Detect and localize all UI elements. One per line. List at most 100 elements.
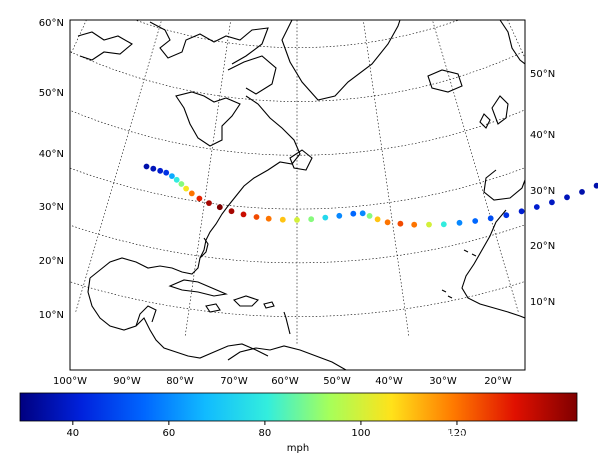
track-point-14 [253, 214, 260, 220]
colorbar-tick-label-80: 80 [259, 428, 272, 439]
coastline-greenland [281, 20, 401, 101]
track-point-37 [564, 194, 570, 201]
meridian-0 [548, 0, 598, 72]
coastline-south-america [227, 345, 347, 370]
coastline-iberia [483, 169, 525, 201]
track-point-21 [350, 210, 357, 217]
lat-label-60n-left: 60°N [39, 18, 64, 29]
lat-label-10n-left: 10°N [39, 310, 64, 321]
coastline-cuba [168, 279, 228, 297]
lat-label-10n-right: 10°N [530, 297, 555, 308]
colorbar-tick-label-40: 40 [66, 428, 79, 439]
track-point-19 [322, 214, 329, 221]
track-point-31 [472, 218, 479, 224]
track-point-9 [196, 195, 203, 202]
lon-label-100w: 100°W [53, 376, 87, 387]
coastline-arctic-islands [149, 21, 269, 65]
track-point-29 [440, 221, 447, 228]
coastline-gulf-coast [89, 257, 201, 279]
coastline-british-isles [479, 95, 509, 129]
track-point-18 [308, 216, 315, 223]
colorbar-gradient [19, 392, 578, 422]
track-point-0 [143, 163, 150, 170]
lat-label-50n-right: 50°N [530, 69, 555, 80]
coastline-puerto-rico [263, 301, 275, 309]
track-point-22 [359, 210, 366, 217]
track-point-23 [366, 213, 373, 219]
track-point-27 [411, 221, 418, 228]
track-point-16 [279, 216, 286, 223]
lon-label-70w: 70°W [220, 376, 248, 387]
colorbar-ticks: 40 60 80 100 120 [66, 421, 467, 439]
lat-label-40n-right: 40°N [530, 130, 555, 141]
track-point-12 [228, 208, 235, 215]
track-point-6 [178, 181, 185, 187]
meridian-10 [515, 0, 598, 151]
coastline-jamaica [205, 303, 221, 313]
lon-label-20w: 20°W [484, 376, 512, 387]
track-point-2 [157, 167, 164, 174]
coastline-scandinavia [499, 20, 525, 65]
track-point-38 [579, 189, 585, 195]
coastline-africa [461, 209, 525, 319]
coastline-hispaniola [232, 295, 260, 307]
lon-label-40w: 40°W [375, 376, 403, 387]
lat-label-50n-left: 50°N [39, 88, 64, 99]
coastline-labrador [199, 95, 301, 259]
colorbar-tick-label-120: 120 [447, 428, 466, 439]
lat-label-20n-right: 20°N [530, 241, 555, 252]
coastline-baffin [227, 55, 277, 95]
track-point-24 [374, 216, 381, 223]
coastline-cape-verde [441, 289, 453, 299]
track-point-36 [549, 199, 555, 206]
track-point-5 [173, 176, 180, 183]
lat-labels-left: 60°N 50°N 40°N 30°N 20°N 10°N [39, 18, 64, 321]
track-point-28 [426, 221, 432, 228]
track-point-13 [240, 211, 247, 218]
track-point-35 [533, 204, 540, 210]
colorbar-unit-label: mph [287, 443, 309, 454]
track-point-7 [183, 185, 190, 192]
coastline-hudson-bay [175, 91, 241, 147]
track-point-34 [518, 208, 525, 215]
lat-label-30n-right: 30°N [530, 186, 555, 197]
lat-label-30n-left: 30°N [39, 202, 64, 213]
coastline-canaries [463, 249, 477, 257]
lon-label-60w: 60°W [271, 376, 299, 387]
lon-label-80w: 80°W [166, 376, 194, 387]
track-point-11 [216, 204, 223, 211]
map-background [70, 20, 525, 370]
track-point-1 [150, 165, 157, 172]
track-point-4 [169, 173, 175, 180]
lon-labels-bottom: 100°W 90°W 80°W 70°W 60°W 50°W 40°W 30°W… [53, 376, 512, 387]
lat-label-20n-left: 20°N [39, 256, 64, 267]
track-point-25 [384, 219, 391, 226]
track-point-3 [163, 169, 170, 176]
parallel-30 [70, 109, 525, 156]
coastline-iceland [427, 69, 463, 93]
coastline-newfoundland [289, 149, 313, 171]
track-point-26 [397, 220, 404, 227]
track-point-10 [206, 200, 212, 207]
watermark: 掘金技术社区 @ 布客飞龙 [390, 429, 588, 449]
track-point-15 [265, 215, 272, 222]
meridian-120 [0, 0, 46, 72]
lat-labels-right: 50°N 40°N 30°N 20°N 10°N [530, 69, 555, 308]
lat-label-40n-left: 40°N [39, 149, 64, 160]
coastline-yucatan [135, 305, 157, 327]
track-point-30 [456, 219, 463, 226]
colorbar: 40 60 80 100 120 mph [19, 392, 578, 454]
track-point-33 [503, 212, 510, 219]
coastline-mexico [87, 277, 269, 359]
graticule [0, 0, 598, 344]
track-point-32 [487, 215, 494, 222]
lon-label-50w: 50°W [323, 376, 351, 387]
map-plot-area [0, 0, 598, 370]
colorbar-tick-label-100: 100 [351, 428, 370, 439]
coastline-florida [199, 237, 209, 259]
lon-label-30w: 30°W [429, 376, 457, 387]
lon-label-90w: 90°W [113, 376, 141, 387]
coastlines [77, 20, 525, 370]
track-point-8 [188, 190, 195, 197]
